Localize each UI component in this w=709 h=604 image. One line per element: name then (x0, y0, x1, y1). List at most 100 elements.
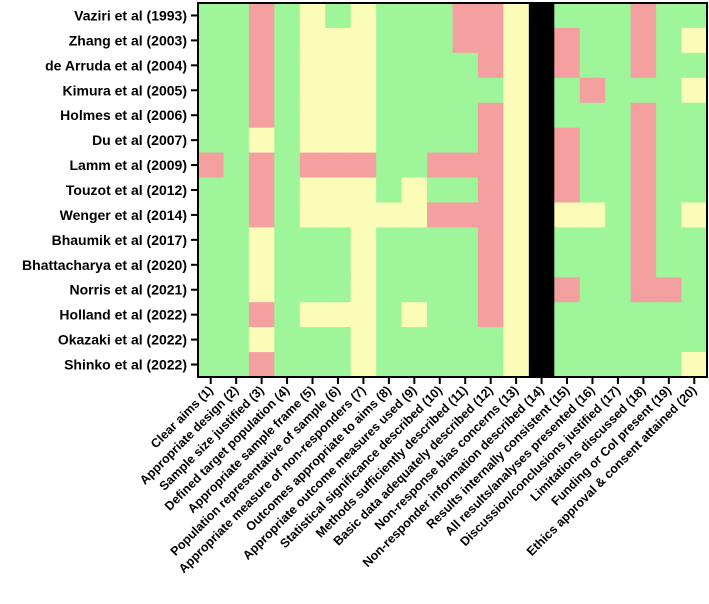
heatmap-cell: Wenger et al (2014) / Statistical signif… (427, 202, 454, 228)
row-label: Du et al (2007) (92, 132, 187, 148)
heatmap-cell: Okazaki et al (2022) / Appropriate measu… (350, 327, 377, 353)
heatmap-cell: Norris et al (2021) / Non-response bias … (503, 277, 530, 303)
heatmap-cell: Bhattacharya et al (2020) / Appropriate … (350, 252, 377, 278)
heatmap-cell: Shinko et al (2022) / Results internally… (554, 352, 581, 378)
heatmap-cell: Vaziri et al (1993) / Outcomes appropria… (376, 3, 403, 29)
heatmap-cell: Vaziri et al (1993) / Clear aims (1): Ye… (198, 3, 225, 29)
heatmap-cell: Norris et al (2021) / Limitations discus… (630, 277, 657, 303)
heatmap-cell: Okazaki et al (2022) / Non-responder inf… (528, 327, 555, 353)
heatmap-cell: Zhang et al (2003) / Results internally … (554, 27, 581, 54)
heatmap-cell: Okazaki et al (2022) / Limitations discu… (630, 327, 657, 353)
heatmap-cell: Bhaumik et al (2017) / Basic data adequa… (477, 227, 504, 253)
heatmap-cell: Shinko et al (2022) / Outcomes appropria… (376, 352, 403, 378)
heatmap-cell: Holland et al (2022) / Methods sufficien… (452, 302, 479, 328)
heatmap-cell: Lamm et al (2009) / Ethics approval & co… (681, 152, 708, 179)
row-label: Okazaki et al (2022) (58, 332, 187, 348)
heatmap-cell: Vaziri et al (1993) / Results internally… (554, 3, 581, 29)
heatmap-cell: Zhang et al (2003) / Appropriate design … (223, 27, 250, 54)
heatmap-cell: Du et al (2007) / Non-responder informat… (528, 127, 555, 154)
heatmap-cell: Shinko et al (2022) / Appropriate design… (223, 352, 250, 378)
heatmap-cell: Du et al (2007) / Non-response bias conc… (503, 127, 530, 154)
heatmap-cell: Okazaki et al (2022) / Appropriate sampl… (299, 327, 326, 353)
heatmap-cell: Du et al (2007) / Statistical significan… (427, 127, 454, 154)
heatmap-cell: Wenger et al (2014) / Non-responder info… (528, 202, 555, 228)
heatmap-cell: Holmes et al (2006) / Appropriate sample… (299, 102, 326, 129)
heatmap-cell: Wenger et al (2014) / Funding or CoI pre… (656, 202, 683, 228)
heatmap-cell: Holmes et al (2006) / Appropriate outcom… (401, 102, 428, 129)
heatmap-cell: Touzot et al (2012) / Defined target pop… (274, 177, 301, 204)
heatmap-cell: Shinko et al (2022) / Appropriate outcom… (401, 352, 428, 378)
heatmap-cell: Okazaki et al (2022) / Appropriate desig… (223, 327, 250, 353)
heatmap-cell: Norris et al (2021) / Non-responder info… (528, 277, 555, 303)
heatmap-cell: de Arruda et al (2004) / Limitations dis… (630, 52, 657, 79)
heatmap-cell: Shinko et al (2022) / All results/analys… (579, 352, 606, 378)
heatmap-cell: Touzot et al (2012) / Appropriate design… (223, 177, 250, 204)
heatmap-cell: Lamm et al (2009) / Population represent… (325, 152, 352, 179)
heatmap-cell: Zhang et al (2003) / Ethics approval & c… (681, 27, 708, 54)
row-label: Kimura et al (2005) (63, 82, 188, 98)
heatmap-cell: Zhang et al (2003) / Sample size justifi… (248, 27, 275, 54)
heatmap-cell: Wenger et al (2014) / Outcomes appropria… (376, 202, 403, 228)
heatmap-cell: Vaziri et al (1993) / Ethics approval & … (681, 3, 708, 29)
heatmap-cell: Touzot et al (2012) / Results internally… (554, 177, 581, 204)
heatmap-cell: Shinko et al (2022) / Limitations discus… (630, 352, 657, 378)
heatmap-cell: Shinko et al (2022) / Statistical signif… (427, 352, 454, 378)
heatmap-cell: Wenger et al (2014) / Sample size justif… (248, 202, 275, 228)
heatmap-cell: Norris et al (2021) / Appropriate outcom… (401, 277, 428, 303)
heatmap-cell: de Arruda et al (2004) / Appropriate sam… (299, 52, 326, 79)
heatmap-cell: Holland et al (2022) / Appropriate measu… (350, 302, 377, 328)
heatmap-cell: de Arruda et al (2004) / Non-responder i… (528, 52, 555, 79)
heatmap-cell: Kimura et al (2005) / Sample size justif… (248, 77, 275, 104)
heatmap-cell: Bhaumik et al (2017) / Ethics approval &… (681, 227, 708, 253)
heatmap-cell: Bhattacharya et al (2020) / Non-response… (503, 252, 530, 278)
heatmap-cells: Vaziri et al (1993) / Clear aims (1): Ye… (198, 3, 708, 378)
heatmap-cell: Vaziri et al (1993) / Defined target pop… (274, 3, 301, 29)
heatmap-cell: Bhattacharya et al (2020) / Methods suff… (452, 252, 479, 278)
heatmap-cell: Bhaumik et al (2017) / Appropriate measu… (350, 227, 377, 253)
heatmap-cell: Holmes et al (2006) / Appropriate design… (223, 102, 250, 129)
row-label: de Arruda et al (2004) (45, 57, 187, 73)
heatmap-cell: Touzot et al (2012) / Appropriate sample… (299, 177, 326, 204)
heatmap-cell: Kimura et al (2005) / Appropriate design… (223, 77, 250, 104)
heatmap-cell: Zhang et al (2003) / Statistical signifi… (427, 27, 454, 54)
heatmap-cell: Vaziri et al (1993) / Non-response bias … (503, 3, 530, 29)
heatmap-cell: Lamm et al (2009) / Limitations discusse… (630, 152, 657, 179)
heatmap-cell: Bhaumik et al (2017) / Non-response bias… (503, 227, 530, 253)
heatmap-cell: Okazaki et al (2022) / Statistical signi… (427, 327, 454, 353)
heatmap-cell: Norris et al (2021) / Defined target pop… (274, 277, 301, 303)
heatmap-cell: Lamm et al (2009) / All results/analyses… (579, 152, 606, 179)
heatmap-cell: de Arruda et al (2004) / Outcomes approp… (376, 52, 403, 79)
heatmap-cell: de Arruda et al (2004) / Ethics approval… (681, 52, 708, 79)
heatmap-cell: Okazaki et al (2022) / Appropriate outco… (401, 327, 428, 353)
heatmap-cell: Bhaumik et al (2017) / All results/analy… (579, 227, 606, 253)
heatmap-cell: Holland et al (2022) / Appropriate desig… (223, 302, 250, 328)
heatmap-cell: Vaziri et al (1993) / Appropriate sample… (299, 3, 326, 29)
heatmap-cell: Bhattacharya et al (2020) / Non-responde… (528, 252, 555, 278)
heatmap-cell: Kimura et al (2005) / Results internally… (554, 77, 581, 104)
row-label: Touzot et al (2012) (66, 182, 187, 198)
heatmap-cell: Du et al (2007) / Population representat… (325, 127, 352, 154)
heatmap-cell: Holmes et al (2006) / All results/analys… (579, 102, 606, 129)
heatmap-cell: Bhaumik et al (2017) / Appropriate outco… (401, 227, 428, 253)
heatmap-cell: Zhang et al (2003) / Methods sufficientl… (452, 27, 479, 54)
heatmap-cell: Bhattacharya et al (2020) / Discussion/c… (605, 252, 632, 278)
heatmap-cell: Bhaumik et al (2017) / Non-responder inf… (528, 227, 555, 253)
heatmap-cell: Bhaumik et al (2017) / Population repres… (325, 227, 352, 253)
heatmap-cell: Wenger et al (2014) / Discussion/conclus… (605, 202, 632, 228)
heatmap-cell: de Arruda et al (2004) / Population repr… (325, 52, 352, 79)
column-labels: Clear aims (1)Appropriate design (2)Samp… (137, 383, 699, 576)
heatmap-cell: Vaziri et al (1993) / Appropriate design… (223, 3, 250, 29)
heatmap-cell: Kimura et al (2005) / Appropriate sample… (299, 77, 326, 104)
heatmap-cell: Du et al (2007) / Appropriate outcome me… (401, 127, 428, 154)
heatmap-cell: Holland et al (2022) / Funding or CoI pr… (656, 302, 683, 328)
heatmap-cell: Holland et al (2022) / Limitations discu… (630, 302, 657, 328)
heatmap-cell: Lamm et al (2009) / Clear aims (1): No (198, 152, 225, 179)
heatmap-cell: Wenger et al (2014) / Appropriate outcom… (401, 202, 428, 228)
heatmap-cell: Touzot et al (2012) / Appropriate measur… (350, 177, 377, 204)
heatmap-cell: Touzot et al (2012) / Funding or CoI pre… (656, 177, 683, 204)
heatmap-cell: Touzot et al (2012) / Discussion/conclus… (605, 177, 632, 204)
row-label: Bhaumik et al (2017) (52, 232, 187, 248)
heatmap-cell: Bhaumik et al (2017) / Discussion/conclu… (605, 227, 632, 253)
heatmap-cell: de Arruda et al (2004) / Results interna… (554, 52, 581, 79)
heatmap-cell: Okazaki et al (2022) / Population repres… (325, 327, 352, 353)
